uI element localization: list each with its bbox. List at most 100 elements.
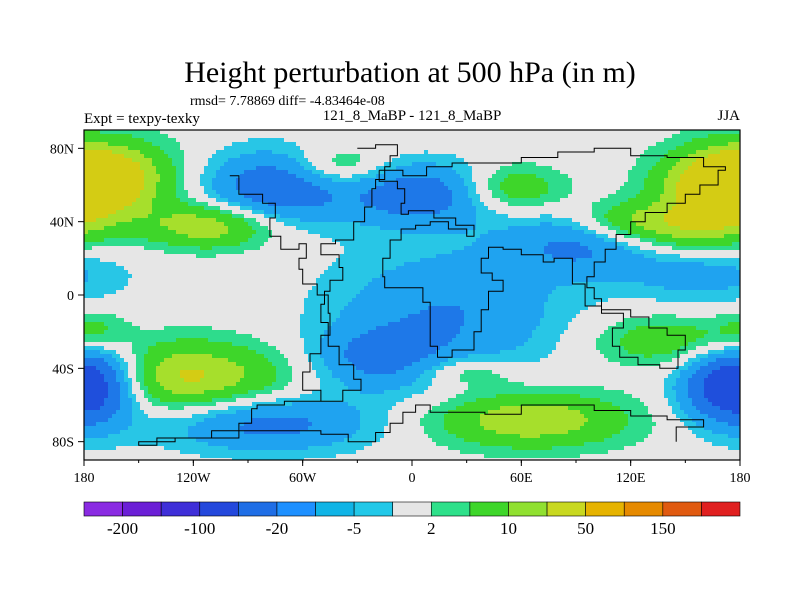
heatmap-cell bbox=[96, 266, 101, 271]
heatmap-cell bbox=[284, 270, 289, 275]
heatmap-cell bbox=[176, 282, 181, 287]
heatmap-cell bbox=[92, 318, 97, 323]
heatmap-cell bbox=[272, 222, 277, 227]
heatmap-cell bbox=[192, 330, 197, 335]
heatmap-cell bbox=[88, 158, 93, 163]
heatmap-cell bbox=[244, 310, 249, 315]
heatmap-cell bbox=[204, 354, 209, 359]
heatmap-cell bbox=[308, 162, 313, 167]
heatmap-cell bbox=[256, 458, 261, 461]
heatmap-cell bbox=[200, 362, 205, 367]
heatmap-cell bbox=[116, 246, 121, 251]
heatmap-cell bbox=[100, 186, 105, 191]
heatmap-cell bbox=[244, 386, 249, 391]
heatmap-cell bbox=[288, 418, 293, 423]
heatmap-cell bbox=[104, 246, 109, 251]
heatmap-cell bbox=[320, 298, 325, 303]
heatmap-cell bbox=[256, 134, 261, 139]
heatmap-cell bbox=[120, 166, 125, 171]
heatmap-cell bbox=[128, 306, 133, 311]
heatmap-cell bbox=[128, 162, 133, 167]
heatmap-cell bbox=[168, 258, 173, 263]
heatmap-cell bbox=[296, 170, 301, 175]
heatmap-cell bbox=[112, 282, 117, 287]
heatmap-cell bbox=[152, 402, 157, 407]
heatmap-cell bbox=[172, 430, 177, 435]
heatmap-cell bbox=[128, 138, 133, 143]
heatmap-cell bbox=[152, 330, 157, 335]
heatmap-cell bbox=[216, 418, 221, 423]
heatmap-cell bbox=[312, 214, 317, 219]
heatmap-cell bbox=[112, 286, 117, 291]
heatmap-cell bbox=[100, 158, 105, 163]
heatmap-cell bbox=[216, 130, 221, 135]
heatmap-cell bbox=[112, 386, 117, 391]
heatmap-cell bbox=[136, 330, 141, 335]
heatmap-cell bbox=[192, 386, 197, 391]
heatmap-cell bbox=[280, 378, 285, 383]
heatmap-cell bbox=[212, 174, 217, 179]
heatmap-cell bbox=[248, 142, 253, 147]
heatmap-cell bbox=[92, 402, 97, 407]
heatmap-cell bbox=[224, 430, 229, 435]
heatmap-cell bbox=[180, 250, 185, 255]
heatmap-cell bbox=[272, 298, 277, 303]
heatmap-cell bbox=[108, 314, 113, 319]
heatmap-cell bbox=[144, 382, 149, 387]
heatmap-cell bbox=[248, 242, 253, 247]
heatmap-cell bbox=[104, 286, 109, 291]
heatmap-cell bbox=[316, 146, 321, 151]
heatmap-cell bbox=[300, 454, 305, 459]
heatmap-cell bbox=[100, 226, 105, 231]
heatmap-cell bbox=[236, 370, 241, 375]
heatmap-cell bbox=[120, 402, 125, 407]
heatmap-cell bbox=[100, 414, 105, 419]
heatmap-cell bbox=[132, 266, 137, 271]
heatmap-cell bbox=[268, 302, 273, 307]
heatmap-cell bbox=[120, 430, 125, 435]
heatmap-cell bbox=[220, 294, 225, 299]
heatmap-cell bbox=[104, 438, 109, 443]
heatmap-cell bbox=[288, 314, 293, 319]
heatmap-cell bbox=[296, 234, 301, 239]
heatmap-cell bbox=[168, 262, 173, 267]
heatmap-cell bbox=[228, 338, 233, 343]
heatmap-cell bbox=[272, 158, 277, 163]
heatmap-cell bbox=[320, 362, 325, 367]
heatmap-cell bbox=[196, 170, 201, 175]
heatmap-cell bbox=[124, 398, 129, 403]
heatmap-cell bbox=[152, 386, 157, 391]
heatmap-cell bbox=[308, 142, 313, 147]
heatmap-cell bbox=[252, 254, 257, 259]
heatmap-cell bbox=[104, 390, 109, 395]
heatmap-cell bbox=[196, 146, 201, 151]
heatmap-cell bbox=[252, 190, 257, 195]
heatmap-cell bbox=[268, 374, 273, 379]
heatmap-cell bbox=[224, 178, 229, 183]
heatmap-cell bbox=[176, 238, 181, 243]
heatmap-cell bbox=[276, 350, 281, 355]
heatmap-cell bbox=[216, 450, 221, 455]
heatmap-cell bbox=[240, 454, 245, 459]
heatmap-cell bbox=[232, 230, 237, 235]
heatmap-cell bbox=[320, 438, 325, 443]
heatmap-cell bbox=[124, 330, 129, 335]
heatmap-cell bbox=[288, 430, 293, 435]
heatmap-cell bbox=[196, 382, 201, 387]
heatmap-cell bbox=[280, 198, 285, 203]
heatmap-cell bbox=[176, 294, 181, 299]
heatmap-cell bbox=[248, 378, 253, 383]
heatmap-cell bbox=[308, 258, 313, 263]
heatmap-cell bbox=[160, 450, 165, 455]
heatmap-cell bbox=[196, 450, 201, 455]
heatmap-cell bbox=[228, 150, 233, 155]
heatmap-cell bbox=[288, 158, 293, 163]
heatmap-cell bbox=[92, 358, 97, 363]
heatmap-cell bbox=[224, 386, 229, 391]
heatmap-cell bbox=[228, 310, 233, 315]
heatmap-cell bbox=[164, 406, 169, 411]
heatmap-cell bbox=[96, 230, 101, 235]
heatmap-cell bbox=[256, 306, 261, 311]
heatmap-cell bbox=[280, 382, 285, 387]
heatmap-cell bbox=[172, 306, 177, 311]
